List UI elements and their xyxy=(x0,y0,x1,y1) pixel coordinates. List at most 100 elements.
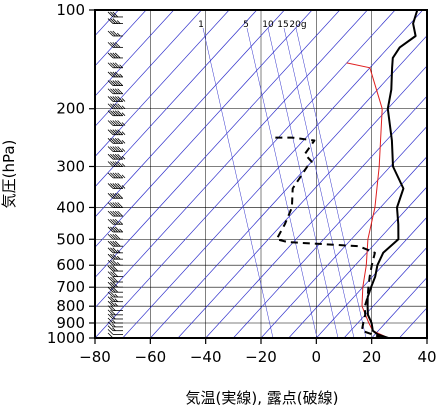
wind-barbs xyxy=(107,10,126,338)
y-tick-label: 800 xyxy=(56,297,85,315)
wind-barb xyxy=(107,259,123,266)
wind-barb xyxy=(107,146,126,152)
wind-barb xyxy=(107,218,123,225)
isotherm-line xyxy=(177,65,427,338)
isotherm-line xyxy=(95,10,285,218)
isotherm-line xyxy=(316,216,427,338)
y-tick-label: 700 xyxy=(56,278,85,296)
wind-barb xyxy=(107,286,123,293)
mixing-ratio-label: 1 xyxy=(198,20,204,30)
wind-barb xyxy=(107,317,123,324)
mixing-ratio-line xyxy=(246,27,318,338)
wind-barb xyxy=(107,11,123,18)
reference-line xyxy=(346,62,389,338)
isotherm-line xyxy=(288,186,427,338)
isotherm-line xyxy=(426,337,427,338)
y-axis-title: 気圧(hPa) xyxy=(0,140,18,209)
y-tick-label: 300 xyxy=(56,157,85,175)
isotherm-lines xyxy=(95,10,427,338)
isotherm-line xyxy=(95,10,396,338)
y-tick-label: 500 xyxy=(56,230,85,248)
wind-barb xyxy=(107,172,126,179)
isotherm-line xyxy=(122,10,424,338)
isotherm-line xyxy=(260,156,427,338)
wind-barb xyxy=(107,281,123,288)
isotherm-line xyxy=(95,10,175,97)
isotherm-line xyxy=(95,10,258,188)
wind-barb xyxy=(107,321,123,328)
wind-barb xyxy=(107,30,123,37)
wind-barb xyxy=(107,161,126,167)
mixing-ratio-label: 15 xyxy=(277,20,288,30)
wind-barb xyxy=(107,42,123,48)
mixing-ratio-label: 10 xyxy=(262,20,274,30)
x-tick-label: 40 xyxy=(417,348,436,366)
isotherm-line xyxy=(95,10,313,248)
isotherm-line xyxy=(343,246,427,338)
isotherm-line xyxy=(95,10,230,158)
mixing-ratio-line xyxy=(283,27,355,338)
y-tick-label: 1000 xyxy=(47,329,85,347)
y-tick-label: 200 xyxy=(56,100,85,118)
wind-barb xyxy=(107,253,123,260)
wind-barb xyxy=(107,88,123,95)
wind-barb xyxy=(107,129,126,136)
dewpoint-curve xyxy=(272,136,384,338)
sounding-series xyxy=(272,10,419,338)
wind-barb xyxy=(107,271,123,278)
isotherm-line xyxy=(371,277,427,338)
mixing-ratio-line xyxy=(202,27,274,338)
x-tick-label: −60 xyxy=(135,348,167,366)
wind-barb xyxy=(107,183,126,189)
y-tick-label: 600 xyxy=(56,256,85,274)
isotherm-line xyxy=(233,125,427,338)
wind-barb xyxy=(107,71,123,78)
wind-barb xyxy=(107,202,123,208)
reference-curve xyxy=(346,62,389,338)
wind-barb xyxy=(107,265,123,272)
y-tick-label: 100 xyxy=(56,1,85,19)
isotherm-line xyxy=(95,10,147,67)
wind-barb xyxy=(107,291,123,298)
wind-barb xyxy=(107,247,123,254)
wind-barb xyxy=(107,110,126,117)
wind-barb xyxy=(107,153,126,160)
wind-barb xyxy=(107,80,123,86)
wind-barb xyxy=(107,313,123,320)
wind-barb xyxy=(107,52,123,59)
x-axis-title: 気温(実線), 露点(破線) xyxy=(186,389,339,407)
wind-barb xyxy=(107,103,126,110)
x-axis: −80 −60 −40 −20 0 20 40 xyxy=(79,338,436,366)
x-tick-label: 20 xyxy=(362,348,381,366)
wind-barb xyxy=(107,18,123,24)
isotherm-line xyxy=(150,35,427,338)
mixing-ratio-line xyxy=(267,27,339,338)
wind-barb xyxy=(107,226,123,233)
x-tick-label: 0 xyxy=(312,348,322,366)
temperature-curve xyxy=(366,10,419,338)
wind-barb xyxy=(107,233,123,240)
isotherm-line xyxy=(205,95,427,338)
wind-barb xyxy=(107,192,123,199)
wind-barb xyxy=(107,240,123,247)
wind-barb xyxy=(107,325,123,332)
wind-barb xyxy=(107,96,126,102)
mixing-ratio-label: 20g xyxy=(289,20,306,30)
x-tick-label: −20 xyxy=(245,348,277,366)
wind-barb xyxy=(107,210,123,217)
wind-barb xyxy=(107,138,126,144)
isotherm-line xyxy=(95,10,341,279)
wind-barb xyxy=(107,300,123,307)
y-tick-label: 900 xyxy=(56,314,85,332)
wind-barb xyxy=(107,305,123,311)
y-tick-label: 400 xyxy=(56,198,85,216)
wind-barb xyxy=(107,276,123,283)
wind-barb xyxy=(107,62,123,69)
wind-barb xyxy=(107,120,126,126)
x-tick-label: −80 xyxy=(79,348,111,366)
mixing-ratio-line xyxy=(295,27,367,338)
x-tick-label: −40 xyxy=(190,348,222,366)
wind-barb xyxy=(107,296,123,303)
